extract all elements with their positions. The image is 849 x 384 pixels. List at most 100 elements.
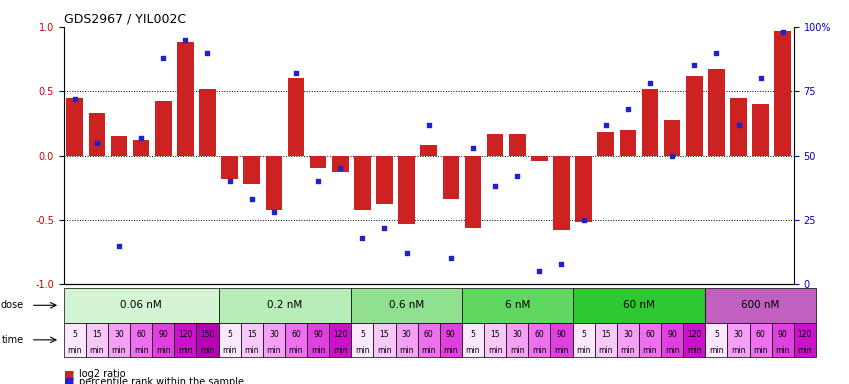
Text: min: min bbox=[333, 346, 347, 355]
Text: 60: 60 bbox=[424, 330, 434, 339]
Bar bbox=[572, 323, 594, 357]
Text: min: min bbox=[554, 346, 569, 355]
Text: min: min bbox=[576, 346, 591, 355]
Text: min: min bbox=[775, 346, 790, 355]
Bar bbox=[576, 156, 592, 222]
Text: 6 nM: 6 nM bbox=[504, 300, 530, 310]
Bar bbox=[420, 145, 437, 156]
Bar bbox=[661, 323, 683, 357]
Bar bbox=[509, 134, 526, 156]
Bar bbox=[110, 136, 127, 156]
Bar bbox=[772, 323, 794, 357]
Text: 0.06 nM: 0.06 nM bbox=[121, 300, 162, 310]
Bar bbox=[598, 132, 614, 156]
Bar bbox=[108, 323, 130, 357]
Bar bbox=[484, 323, 506, 357]
Text: log2 ratio: log2 ratio bbox=[79, 369, 126, 379]
Bar bbox=[486, 134, 503, 156]
Bar bbox=[66, 98, 83, 156]
Bar bbox=[351, 323, 374, 357]
Text: min: min bbox=[665, 346, 679, 355]
Text: min: min bbox=[67, 346, 82, 355]
Bar bbox=[374, 323, 396, 357]
Text: GDS2967 / YIL002C: GDS2967 / YIL002C bbox=[64, 13, 186, 26]
Text: 15: 15 bbox=[491, 330, 500, 339]
Text: min: min bbox=[643, 346, 657, 355]
Text: 120: 120 bbox=[687, 330, 701, 339]
Text: min: min bbox=[421, 346, 436, 355]
Bar bbox=[531, 156, 548, 161]
Bar bbox=[307, 323, 329, 357]
Point bbox=[599, 122, 612, 128]
Text: min: min bbox=[797, 346, 812, 355]
Point bbox=[776, 29, 790, 35]
Text: min: min bbox=[112, 346, 127, 355]
Text: min: min bbox=[355, 346, 369, 355]
Text: min: min bbox=[267, 346, 281, 355]
Bar bbox=[752, 104, 769, 156]
Text: min: min bbox=[510, 346, 525, 355]
Point bbox=[710, 50, 723, 56]
Text: 0.2 nM: 0.2 nM bbox=[267, 300, 302, 310]
Bar bbox=[418, 323, 440, 357]
Point bbox=[576, 217, 590, 223]
Point bbox=[532, 268, 546, 274]
Text: 5: 5 bbox=[72, 330, 77, 339]
Text: 60: 60 bbox=[291, 330, 301, 339]
Point bbox=[245, 196, 259, 202]
Text: 120: 120 bbox=[798, 330, 812, 339]
Bar bbox=[396, 323, 418, 357]
Text: 60: 60 bbox=[645, 330, 655, 339]
Text: min: min bbox=[466, 346, 481, 355]
Text: 30: 30 bbox=[114, 330, 124, 339]
Text: 0.6 nM: 0.6 nM bbox=[389, 300, 424, 310]
Bar bbox=[706, 323, 728, 357]
Text: 5: 5 bbox=[582, 330, 586, 339]
Bar bbox=[639, 323, 661, 357]
Bar bbox=[730, 98, 747, 156]
Bar bbox=[263, 323, 285, 357]
Point bbox=[90, 140, 104, 146]
Text: min: min bbox=[311, 346, 325, 355]
Point bbox=[732, 122, 745, 128]
Bar bbox=[617, 323, 639, 357]
Text: 15: 15 bbox=[601, 330, 610, 339]
Point bbox=[466, 145, 480, 151]
Text: min: min bbox=[178, 346, 193, 355]
Point bbox=[290, 70, 303, 76]
Bar bbox=[288, 78, 304, 156]
Text: 5: 5 bbox=[360, 330, 365, 339]
Text: 30: 30 bbox=[623, 330, 633, 339]
Text: min: min bbox=[444, 346, 458, 355]
Text: min: min bbox=[156, 346, 171, 355]
Text: min: min bbox=[621, 346, 635, 355]
Text: 90: 90 bbox=[557, 330, 566, 339]
Bar bbox=[218, 288, 351, 323]
Bar bbox=[686, 76, 703, 156]
Text: min: min bbox=[709, 346, 723, 355]
Text: 600 nM: 600 nM bbox=[741, 300, 780, 310]
Bar bbox=[240, 323, 263, 357]
Bar bbox=[708, 70, 725, 156]
Text: 30: 30 bbox=[513, 330, 522, 339]
Text: 30: 30 bbox=[269, 330, 278, 339]
Text: 90: 90 bbox=[667, 330, 677, 339]
Bar bbox=[310, 156, 326, 169]
Text: 90: 90 bbox=[778, 330, 788, 339]
Point bbox=[688, 63, 701, 69]
Bar bbox=[218, 323, 240, 357]
Point bbox=[621, 106, 635, 112]
Point bbox=[400, 250, 413, 257]
Text: 60 nM: 60 nM bbox=[623, 300, 655, 310]
Text: ■: ■ bbox=[64, 377, 74, 384]
Text: 5: 5 bbox=[714, 330, 719, 339]
Bar bbox=[200, 89, 216, 156]
Text: 60: 60 bbox=[535, 330, 544, 339]
Text: 60: 60 bbox=[756, 330, 766, 339]
Bar bbox=[177, 42, 194, 156]
Bar bbox=[506, 323, 528, 357]
Bar bbox=[440, 323, 462, 357]
Point bbox=[510, 173, 524, 179]
Bar bbox=[155, 101, 171, 156]
Text: dose: dose bbox=[0, 300, 24, 310]
